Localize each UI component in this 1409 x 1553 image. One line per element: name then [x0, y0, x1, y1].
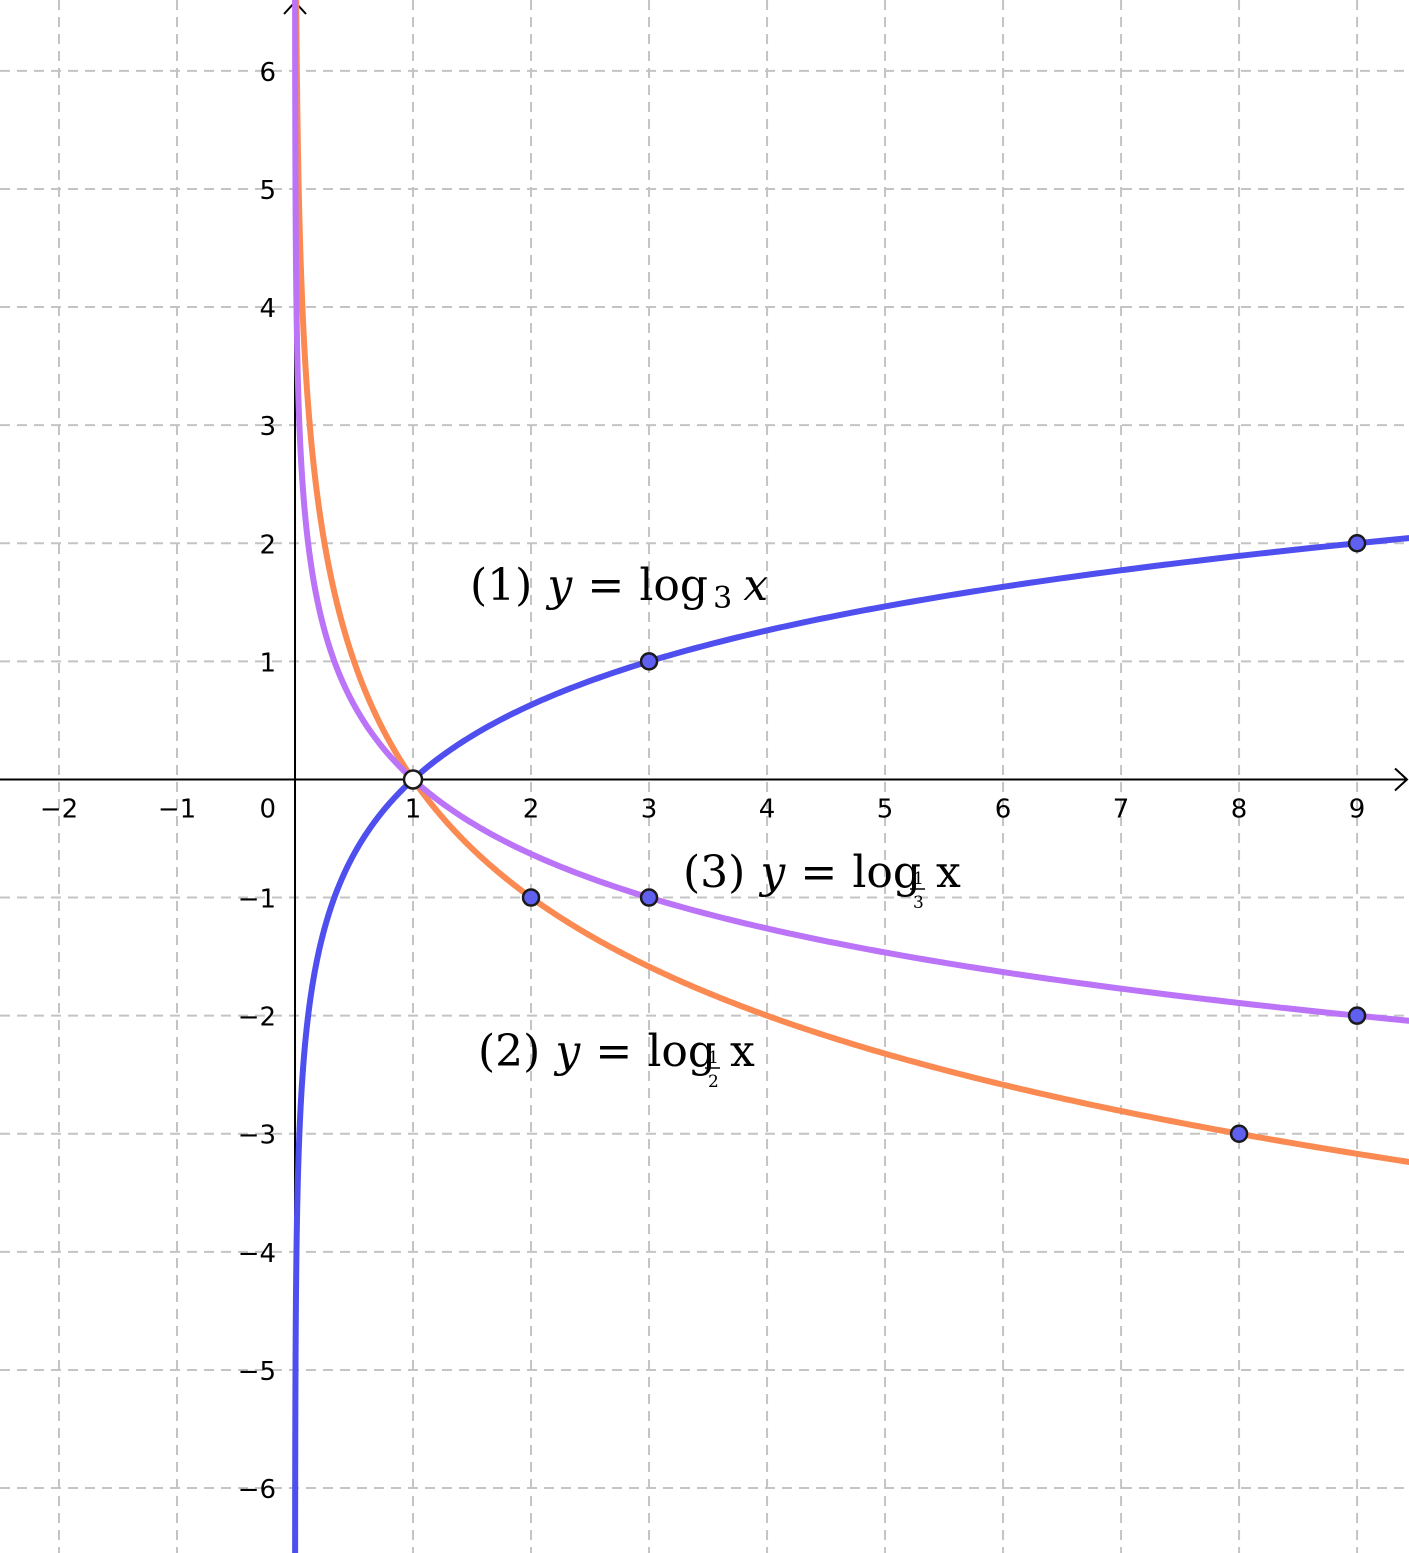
y-tick-label: 2 [259, 530, 276, 560]
x-tick-label: 6 [995, 794, 1012, 824]
y-tick-label: −2 [238, 1003, 276, 1033]
x-tick-label: 8 [1231, 794, 1248, 824]
y-tick-label: −3 [238, 1121, 276, 1151]
svg-text:x: x [730, 1026, 755, 1077]
svg-text:3: 3 [913, 893, 924, 913]
y-tick-label: 5 [259, 176, 276, 206]
series-1-point [641, 653, 657, 669]
series-2-point [1231, 1126, 1247, 1142]
x-tick-label: 3 [641, 794, 658, 824]
series-2-point [523, 890, 539, 906]
label-series-1: (1) y = log 3 x [470, 560, 768, 616]
y-tick-label: 3 [259, 412, 276, 442]
series-2-curve [296, 0, 1409, 1163]
x-tick-label: 9 [1349, 794, 1366, 824]
y-tick-label: −6 [238, 1475, 276, 1505]
y-tick-label: −4 [238, 1239, 276, 1269]
svg-text:2: 2 [708, 1072, 719, 1092]
x-tick-label: −1 [158, 794, 196, 824]
series-3-point [641, 890, 657, 906]
series-1-point [1349, 535, 1365, 551]
x-tick-label: 5 [877, 794, 894, 824]
svg-text:(3) y = log: (3) y = log [683, 847, 921, 898]
label-series-3: (3) y = log 1 3 x [683, 847, 961, 913]
y-tick-label: −1 [238, 885, 276, 915]
x-tick-label: 7 [1113, 794, 1130, 824]
svg-text:1: 1 [913, 869, 924, 889]
y-tick-label: 4 [259, 294, 276, 324]
x-tick-label: 4 [759, 794, 776, 824]
series-3-point [1349, 1008, 1365, 1024]
tick-labels: −2 −1 1 2 3 4 5 6 7 8 9 6 5 4 3 2 1 −1 −2 −3 −4 −5 −6 0 [40, 58, 1366, 1505]
label-series-2: (2) y = log 1 2 x [478, 1026, 755, 1092]
origin-label: 0 [259, 794, 276, 824]
x-tick-label: 2 [523, 794, 540, 824]
curves [295, 0, 1409, 1553]
y-tick-label: 6 [259, 58, 276, 88]
svg-text:1: 1 [708, 1048, 719, 1068]
x-tick-label: −2 [40, 794, 78, 824]
x-tick-label: 1 [405, 794, 422, 824]
svg-text:x: x [936, 847, 961, 898]
svg-text:(2) y = log: (2) y = log [478, 1026, 716, 1077]
y-tick-label: −5 [238, 1357, 276, 1387]
y-tick-label: 1 [259, 648, 276, 678]
series-1-point [404, 770, 422, 788]
